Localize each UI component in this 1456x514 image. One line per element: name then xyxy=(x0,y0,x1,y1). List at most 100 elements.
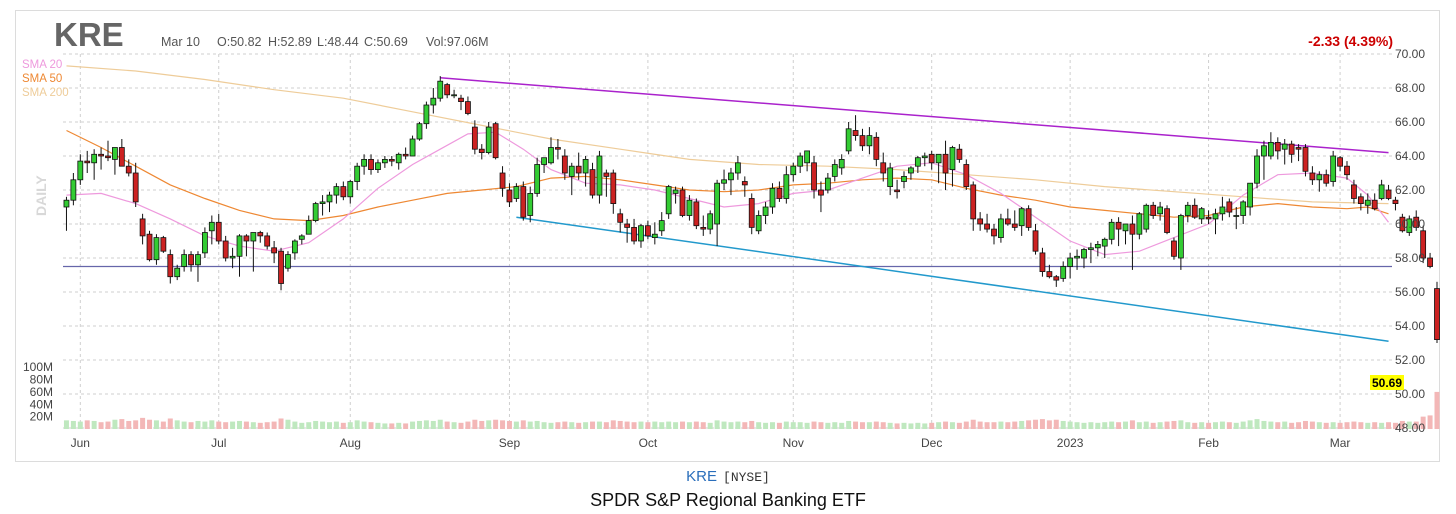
candlestick xyxy=(824,173,831,194)
daily-watermark: DAILY xyxy=(33,175,49,216)
candlestick xyxy=(423,101,430,129)
volume-bar xyxy=(361,421,367,429)
candlestick xyxy=(991,224,997,245)
candle-body-down xyxy=(1115,221,1122,230)
candle-body-up xyxy=(568,165,575,177)
candle-body-up xyxy=(1177,215,1184,259)
candle-body-up xyxy=(527,192,534,216)
volume-bar xyxy=(1102,422,1108,429)
last-price-value: 50.69 xyxy=(1372,376,1402,390)
candle-body-down xyxy=(340,186,347,198)
candle-body-down xyxy=(1392,199,1399,204)
volume-bar xyxy=(1206,422,1212,429)
candle-body-up xyxy=(1198,208,1205,220)
volume-bar xyxy=(1067,421,1073,429)
candlestick xyxy=(914,156,921,173)
volume-bar xyxy=(1053,419,1059,429)
header-open: O:50.82 xyxy=(217,35,262,49)
volume-bar xyxy=(1178,420,1184,429)
x-tick-label: Mar xyxy=(1330,436,1351,450)
candlestick xyxy=(658,212,665,236)
candle-body-up xyxy=(1094,243,1101,249)
candlestick xyxy=(866,127,873,155)
candlestick xyxy=(381,156,388,168)
volume-bar xyxy=(98,422,104,429)
candlestick xyxy=(1323,169,1330,187)
y-tick-label: 64.00 xyxy=(1395,149,1425,163)
candle-body-down xyxy=(1025,208,1032,228)
candle-body-down xyxy=(458,97,464,102)
volume-bar xyxy=(534,420,540,429)
volume-bar xyxy=(624,421,630,429)
volume-bar xyxy=(638,421,644,429)
volume-bar xyxy=(728,422,734,429)
candle-body-up xyxy=(291,240,298,254)
candle-body-up xyxy=(305,220,312,235)
candlestick xyxy=(1219,196,1226,221)
volume-bar xyxy=(1427,415,1433,429)
y-tick-label: 58.00 xyxy=(1395,251,1425,265)
candlestick xyxy=(84,150,91,173)
candle-body-down xyxy=(1226,201,1233,213)
candle-body-down xyxy=(741,181,748,186)
volume-bar xyxy=(749,420,755,429)
volume-bar xyxy=(569,422,575,429)
candle-body-down xyxy=(1205,216,1212,220)
candlestick xyxy=(776,181,783,202)
candlestick xyxy=(298,234,305,245)
x-tick-label: 2023 xyxy=(1057,436,1084,450)
volume-bar xyxy=(174,420,180,429)
candle-body-down xyxy=(125,165,132,174)
candlestick xyxy=(250,232,257,272)
candlestick xyxy=(208,215,215,245)
volume-bar xyxy=(140,417,146,429)
candle-body-up xyxy=(250,232,257,242)
candlestick xyxy=(631,218,637,245)
volume-bar xyxy=(1199,422,1205,429)
volume-bar xyxy=(770,422,775,429)
volume-bar xyxy=(188,422,194,429)
volume-bar xyxy=(1330,422,1336,429)
volume-bar xyxy=(984,422,990,429)
candlestick xyxy=(1316,171,1323,192)
candle-body-down xyxy=(506,189,513,203)
candle-body-down xyxy=(852,130,859,136)
volume-bar xyxy=(790,422,796,429)
candlestick xyxy=(1406,215,1413,236)
candle-body-up xyxy=(921,155,928,159)
candle-body-up xyxy=(686,199,693,216)
volume-bar xyxy=(1372,422,1378,429)
volume-bar xyxy=(230,421,236,429)
price-chart: DAILY 48.00 50.00 52.00 54.00 56.00 58.00 60.0… xyxy=(22,16,1440,450)
candlestick xyxy=(1309,166,1316,185)
candle-body-up xyxy=(91,153,98,164)
x-tick-label: Sep xyxy=(499,436,521,450)
volume-bar xyxy=(700,422,706,429)
candle-body-up xyxy=(1281,143,1288,150)
axis-labels: 48.00 50.00 52.00 54.00 56.00 58.00 60.00 62.00… xyxy=(23,47,1425,450)
y-tick-label: 48.00 xyxy=(1395,421,1425,435)
volume-bar xyxy=(894,423,900,429)
candle-body-up xyxy=(409,138,416,157)
candlestick xyxy=(1330,150,1337,187)
volume-bar xyxy=(1289,422,1295,429)
candle-body-up xyxy=(1108,221,1115,240)
candlestick xyxy=(1434,281,1440,343)
candlestick xyxy=(229,247,236,269)
candlestick xyxy=(278,247,284,291)
volume-bar xyxy=(506,420,512,429)
candle-body-down xyxy=(1351,184,1357,199)
candlestick xyxy=(132,162,139,207)
volume-bar xyxy=(1386,422,1392,429)
volume-bar xyxy=(423,420,429,429)
volume-bar xyxy=(1060,420,1066,429)
candlestick xyxy=(458,94,464,111)
volume-bar xyxy=(1129,420,1135,429)
candlestick xyxy=(1378,179,1385,201)
candle-body-down xyxy=(977,218,984,225)
candle-body-up xyxy=(949,147,956,171)
candle-body-up xyxy=(541,157,547,165)
candlestick xyxy=(783,166,790,204)
volume-bar xyxy=(1268,421,1274,429)
footer-symbol[interactable]: KRE xyxy=(686,468,718,485)
